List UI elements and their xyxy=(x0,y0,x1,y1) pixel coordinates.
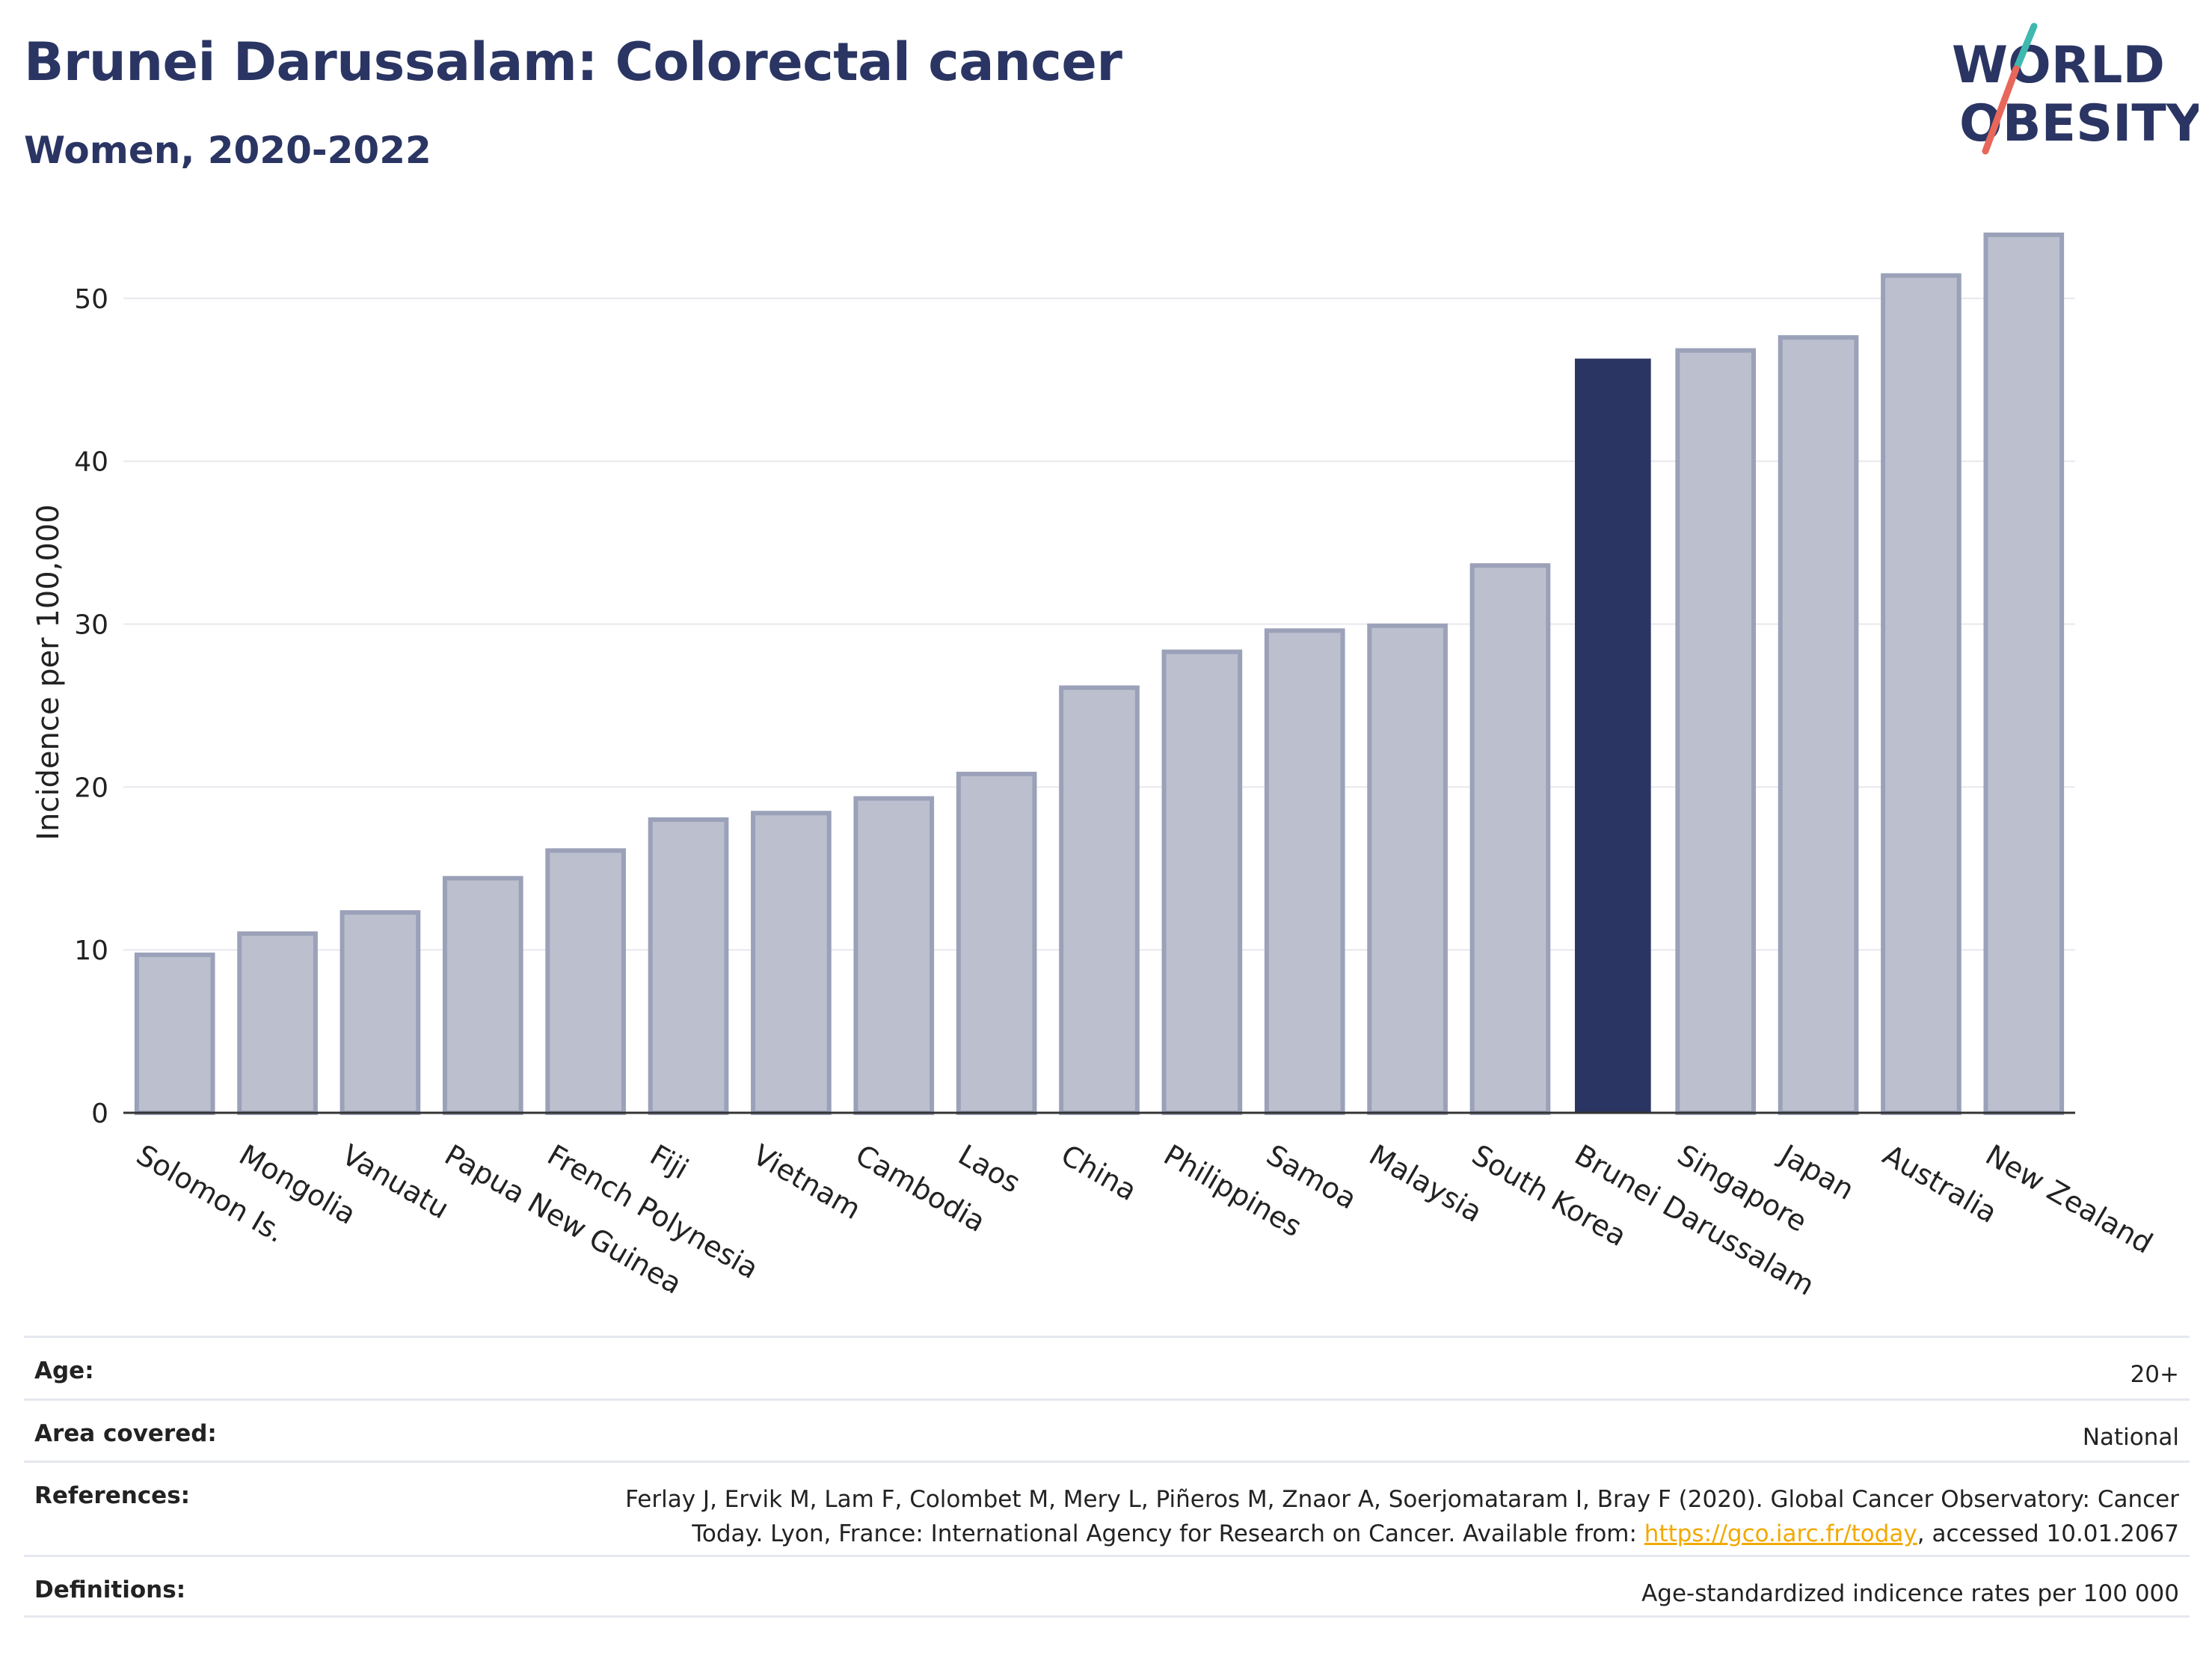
meta-row-definitions: Definitions: Age-standardized indicence … xyxy=(24,1555,2190,1618)
references-link[interactable]: https://gco.iarc.fr/today xyxy=(1644,1520,1917,1547)
definitions-label: Definitions: xyxy=(34,1576,186,1603)
references-label: References: xyxy=(34,1482,191,1509)
x-tick-label: Vietnam xyxy=(747,1138,866,1226)
area-label: Area covered: xyxy=(34,1420,217,1447)
bar-vietnam xyxy=(751,811,832,1116)
references-text: Ferlay J, Ervik M, Lam F, Colombet M, Me… xyxy=(625,1486,2179,1547)
bar-singapore xyxy=(1675,348,1757,1115)
bar-laos xyxy=(956,771,1037,1116)
y-tick-label: 10 xyxy=(74,936,108,966)
bars xyxy=(134,232,2065,1116)
meta-row-area: Area covered: National xyxy=(24,1398,2190,1461)
bar-philippines xyxy=(1161,649,1243,1115)
definitions-value: Age-standardized indicence rates per 100… xyxy=(1641,1580,2179,1607)
age-value: 20+ xyxy=(2130,1361,2179,1388)
references-value: Ferlay J, Ervik M, Lam F, Colombet M, Me… xyxy=(609,1482,2179,1551)
bar-french-polynesia xyxy=(545,848,626,1116)
bar-mongolia xyxy=(237,931,318,1116)
logo-slash-red xyxy=(1982,65,2020,155)
y-tick-label: 0 xyxy=(91,1099,108,1129)
logo-slash-teal xyxy=(2014,22,2038,70)
bar-fiji xyxy=(648,817,729,1115)
x-tick-label: Laos xyxy=(953,1138,1026,1200)
y-tick-label: 30 xyxy=(74,610,108,641)
x-tick-label: Australia xyxy=(1877,1138,2003,1229)
area-value: National xyxy=(2082,1424,2179,1451)
y-tick-label: 50 xyxy=(74,284,108,315)
y-tick-label: 40 xyxy=(74,447,108,478)
logo-line1: WORLD xyxy=(1952,36,2165,95)
bar-australia xyxy=(1881,273,1961,1115)
references-accessed: , accessed 10.01.2067 xyxy=(1917,1520,2179,1547)
bar-cambodia xyxy=(853,796,935,1116)
world-obesity-logo: WORLD OBESITY xyxy=(1952,22,2199,155)
meta-row-age: Age: 20+ xyxy=(24,1336,2190,1398)
age-label: Age: xyxy=(34,1357,94,1384)
x-tick-label: Fiji xyxy=(645,1138,694,1185)
bar-papua-new-guinea xyxy=(442,876,523,1115)
bar-vanuatu xyxy=(340,910,421,1115)
page-subtitle: Women, 2020-2022 xyxy=(24,129,431,172)
bar-malaysia xyxy=(1367,623,1448,1115)
bar-solomon-is- xyxy=(134,952,215,1115)
page-title: Brunei Darussalam: Colorectal cancer xyxy=(24,31,1122,93)
bar-brunei-darussalam xyxy=(1575,358,1651,1113)
bar-new-zealand xyxy=(1983,232,2065,1116)
y-axis-title: Incidence per 100,000 xyxy=(31,504,66,841)
y-tick-label: 20 xyxy=(74,773,108,803)
x-tick-label: Malaysia xyxy=(1364,1138,1488,1229)
bar-south-korea xyxy=(1469,563,1551,1115)
meta-row-references: References: Ferlay J, Ervik M, Lam F, Co… xyxy=(24,1461,2190,1555)
bar-samoa xyxy=(1264,628,1345,1115)
metadata-table: Age: 20+ Area covered: National Referenc… xyxy=(24,1336,2190,1618)
x-tick-label: New Zealand xyxy=(1980,1138,2158,1260)
x-tick-label: China xyxy=(1056,1138,1143,1207)
bar-china xyxy=(1059,685,1140,1115)
bar-japan xyxy=(1778,335,1859,1116)
